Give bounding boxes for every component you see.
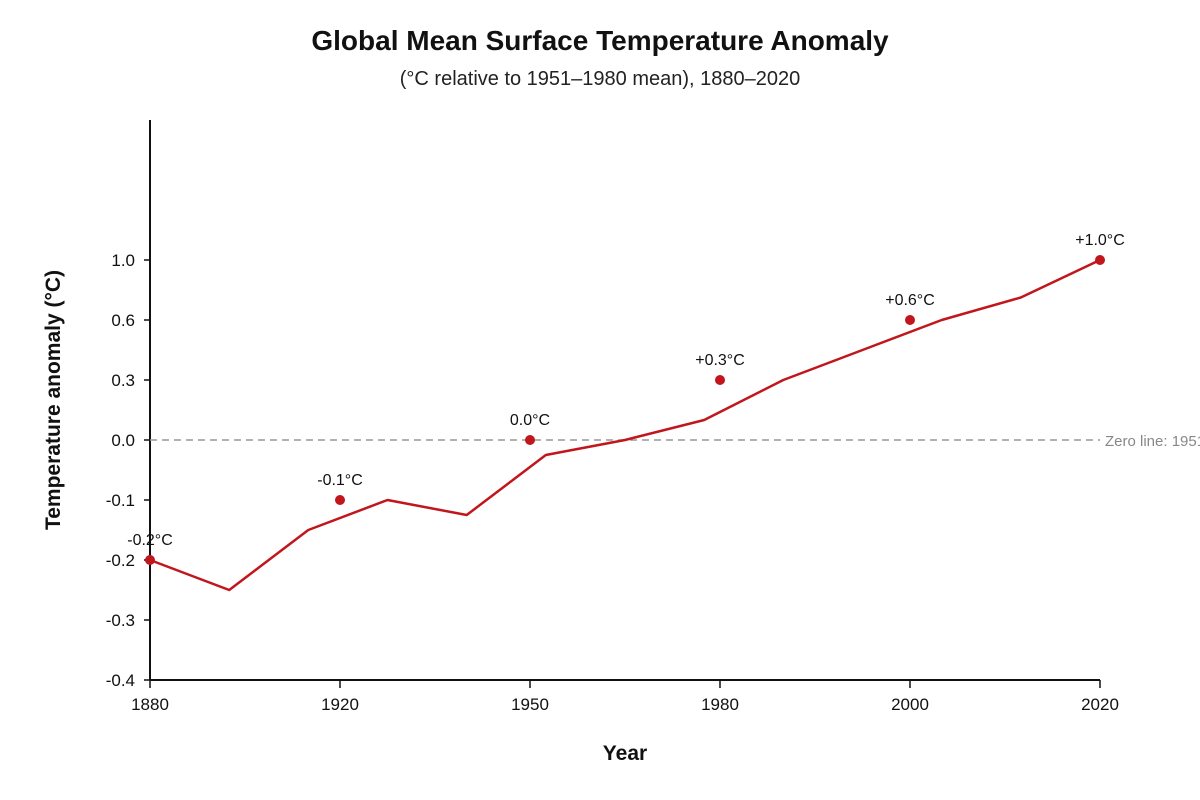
y-tick-label: 0.0 — [111, 431, 135, 450]
x-tick-label: 2020 — [1081, 695, 1119, 714]
x-tick-label: 1980 — [701, 695, 739, 714]
data-point — [145, 555, 155, 565]
data-point — [905, 315, 915, 325]
x-axis-ticks: 1880 1920 1950 1980 2000 2020 — [131, 680, 1119, 714]
x-axis-label: Year — [603, 742, 647, 765]
x-tick-label: 1950 — [511, 695, 549, 714]
data-label: +1.0°C — [1075, 232, 1125, 249]
y-tick-label: -0.2 — [106, 551, 135, 570]
x-tick-label: 1880 — [131, 695, 169, 714]
y-tick-label: -0.4 — [106, 671, 135, 690]
data-point — [715, 375, 725, 385]
chart-title: Global Mean Surface Temperature Anomaly — [311, 25, 889, 56]
chart-subtitle: (°C relative to 1951–1980 mean), 1880–20… — [400, 68, 801, 90]
series-lines — [149, 258, 1101, 592]
data-label: +0.6°C — [885, 292, 935, 309]
data-point — [1095, 255, 1105, 265]
x-tick-label: 1920 — [321, 695, 359, 714]
y-tick-label: -0.3 — [106, 611, 135, 630]
y-axis-ticks: 1.0 0.6 0.3 0.0 -0.1 -0.2 -0.3 -0.4 — [106, 251, 150, 690]
data-label: 0.0°C — [510, 412, 550, 429]
y-tick-label: 0.6 — [111, 311, 135, 330]
data-label: +0.3°C — [695, 352, 745, 369]
data-label: -0.1°C — [317, 472, 363, 489]
y-axis-label: Temperature anomaly (°C) — [42, 270, 65, 530]
zero-line-label: Zero line: 1951–1980 mean — [1105, 433, 1200, 450]
y-tick-label: -0.1 — [106, 491, 135, 510]
highlighted-points: -0.2°C -0.1°C 0.0°C +0.3°C +0.6°C +1.0°C — [127, 232, 1125, 565]
x-tick-label: 2000 — [891, 695, 929, 714]
data-point — [335, 495, 345, 505]
series-line — [149, 258, 1101, 592]
y-tick-label: 0.3 — [111, 371, 135, 390]
zero-reference-line: Zero line: 1951–1980 mean — [150, 433, 1200, 450]
y-tick-label: 1.0 — [111, 251, 135, 270]
data-point — [525, 435, 535, 445]
data-label: -0.2°C — [127, 532, 173, 549]
